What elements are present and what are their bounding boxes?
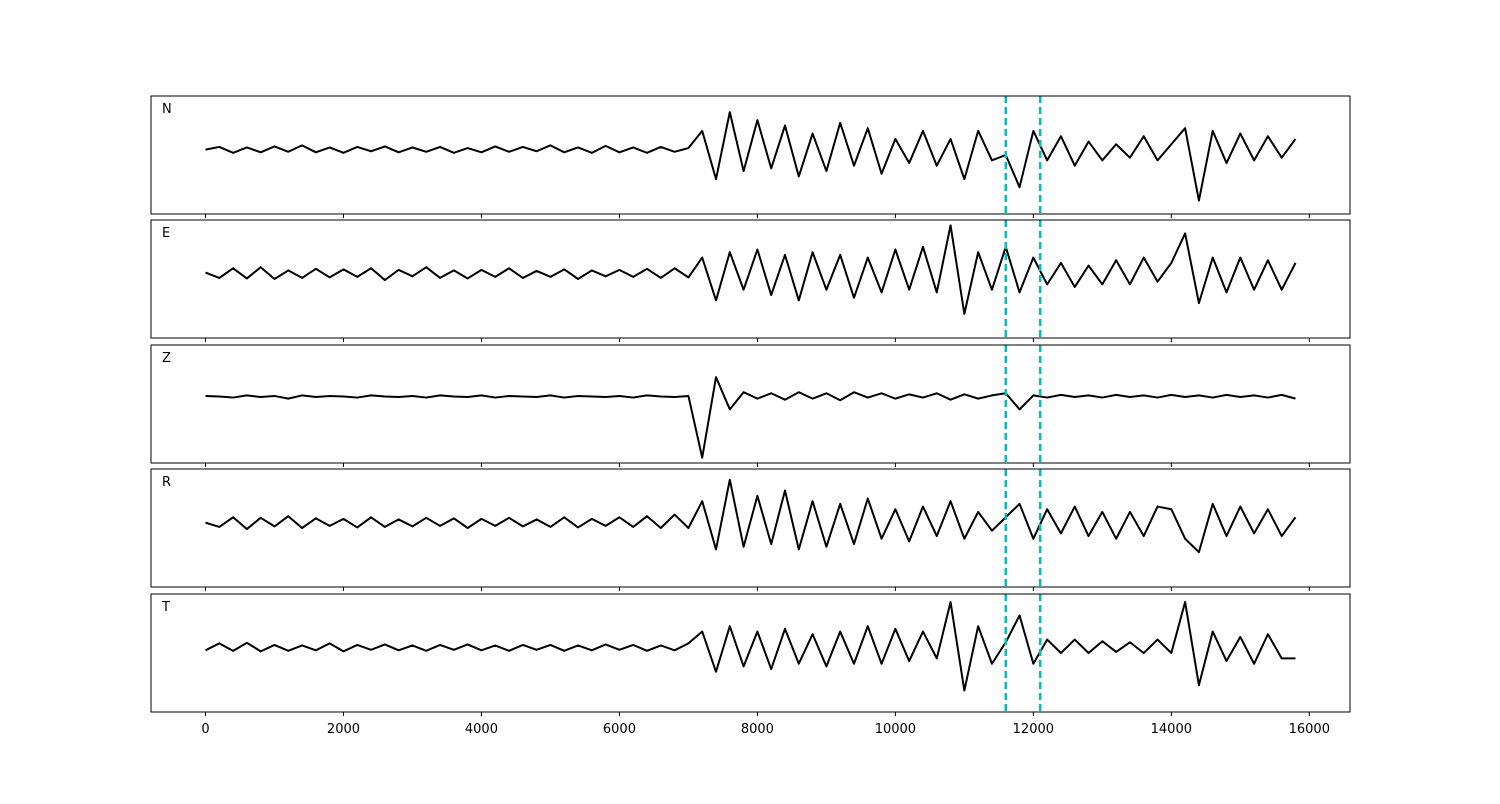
x-tick-label: 14000 <box>1151 722 1192 737</box>
trace-label: Z <box>162 351 171 366</box>
panel-frame <box>150 344 1351 464</box>
x-tick-label: 8000 <box>741 722 774 737</box>
x-tick-label: 0 <box>201 722 209 737</box>
x-tick-label: 2000 <box>327 722 360 737</box>
panel-frame <box>150 593 1351 713</box>
x-tick-label: 12000 <box>1013 722 1054 737</box>
trace <box>205 601 1296 692</box>
trace <box>205 376 1296 459</box>
trace-label: T <box>161 600 170 615</box>
panel-frame <box>150 219 1351 339</box>
x-tick-label: 6000 <box>603 722 636 737</box>
trace-label: R <box>162 475 171 490</box>
trace <box>205 478 1297 554</box>
x-tick-label: 16000 <box>1289 722 1330 737</box>
panel-frame <box>150 468 1351 588</box>
trace-label: N <box>162 102 172 117</box>
x-tick-label: 10000 <box>875 722 916 737</box>
trace <box>205 111 1297 202</box>
panel-frame <box>150 95 1351 215</box>
x-tick-label: 4000 <box>465 722 498 737</box>
trace <box>205 224 1297 315</box>
trace-label: E <box>162 226 170 241</box>
